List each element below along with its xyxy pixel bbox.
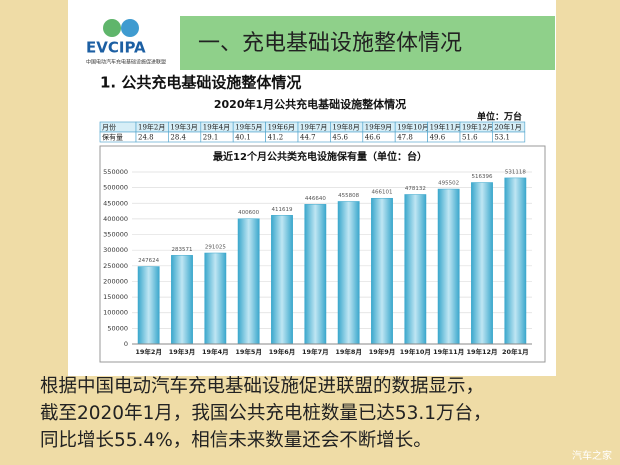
- watermark: 汽车之家: [572, 449, 612, 462]
- data-label: 411619: [272, 207, 293, 213]
- data-label: 466101: [372, 190, 393, 196]
- chart-title: 最近12个月公共类充电设施保有量（单位：台）: [213, 150, 427, 163]
- bar: [204, 252, 227, 345]
- logo-subtitle: 中国电动汽车充电基础设施促进联盟: [86, 59, 166, 66]
- data-label: 516396: [472, 174, 493, 180]
- x-tick-label: 19年2月: [135, 347, 162, 356]
- table-cell-text: 41.2: [268, 134, 284, 142]
- logo-icon: [103, 19, 121, 37]
- table-cell-text: 28.4: [170, 134, 186, 142]
- data-label: 455808: [338, 193, 359, 199]
- table-cell-text: 19年7月: [300, 123, 327, 132]
- bar: [471, 182, 493, 345]
- caption-line: 同比增长55.4%，相信未来数量还会不断增长。: [40, 430, 432, 451]
- caption-line: 根据中国电动汽车充电基础设施促进联盟的数据显示，: [40, 376, 484, 397]
- x-tick-label: 19年3月: [169, 347, 196, 356]
- table-cell-text: 45.6: [332, 134, 348, 142]
- x-tick-label: 19年10月: [400, 347, 431, 356]
- table-cell-text: 49.6: [430, 134, 446, 142]
- table-cell-text: 19年9月: [365, 123, 392, 132]
- data-label: 531118: [505, 169, 526, 175]
- x-tick-label: 19年9月: [369, 347, 396, 356]
- y-tick-label: 50000: [107, 324, 128, 332]
- x-tick-label: 19年12月: [466, 347, 497, 356]
- y-tick-label: 250000: [103, 262, 128, 270]
- y-tick-label: 400000: [103, 215, 128, 223]
- bar: [504, 177, 527, 345]
- title-banner: [180, 16, 555, 70]
- x-tick-label: 20年1月: [502, 347, 529, 356]
- data-label: 247624: [138, 258, 159, 264]
- caption: 根据中国电动汽车充电基础设施促进联盟的数据显示， 截至2020年1月，我国公共充电…: [40, 376, 492, 451]
- y-tick-label: 0: [124, 340, 128, 348]
- y-tick-label: 150000: [103, 293, 128, 301]
- table-cell-text: 19年11月: [430, 123, 462, 132]
- logo-icon: [121, 19, 139, 37]
- table-cell-text: 53.1: [494, 134, 510, 142]
- y-tick-label: 450000: [103, 199, 128, 207]
- y-tick-label: 300000: [103, 246, 128, 254]
- table-cell-text: 19年5月: [235, 123, 262, 132]
- table-cell-text: 19年4月: [203, 123, 230, 132]
- data-label: 283571: [172, 247, 193, 253]
- data-label: 400600: [238, 210, 259, 216]
- bar: [271, 215, 293, 345]
- data-label: 291025: [205, 244, 226, 250]
- data-label: 446640: [305, 196, 326, 202]
- table-cell-text: 19年8月: [332, 123, 359, 132]
- table-cell-text: 19年12月: [462, 123, 494, 132]
- table-cell-text: 19年10月: [397, 123, 429, 132]
- y-tick-label: 200000: [103, 277, 128, 285]
- bar: [137, 266, 160, 345]
- data-label: 478132: [405, 186, 426, 192]
- table-cell-text: 月份: [102, 123, 116, 132]
- table-cell-text: 40.1: [235, 134, 251, 142]
- table-cell-text: 19年3月: [170, 123, 197, 132]
- data-label: 495502: [438, 181, 459, 187]
- table-title: 2020年1月公共充电基础设施整体情况: [214, 97, 406, 111]
- caption-line: 截至2020年1月，我国公共充电桩数量已达53.1万台，: [40, 403, 492, 424]
- table-cell: [492, 131, 526, 143]
- table-cell-text: 46.6: [365, 134, 381, 142]
- table: 月份 19年2月 19年3月 19年4月 19年5月 19年6月 19年7月 19年8月 19年…: [99, 121, 526, 143]
- bar: [304, 204, 327, 345]
- table-cell-text: 29.1: [203, 134, 219, 142]
- x-tick-label: 19年5月: [235, 347, 262, 356]
- x-tick-label: 19年6月: [269, 347, 296, 356]
- logo-text: EVCIPA: [86, 39, 146, 57]
- table-unit: 单位：万台: [477, 111, 522, 123]
- y-tick-label: 350000: [103, 231, 128, 239]
- bar: [371, 197, 393, 345]
- bar: [437, 188, 460, 345]
- table-cell-text: 51.6: [462, 134, 478, 142]
- bar: [337, 201, 360, 345]
- y-tick-label: 550000: [103, 168, 128, 176]
- y-tick-label: 100000: [103, 309, 128, 317]
- section-heading: 1. 公共充电基础设施整体情况: [100, 74, 301, 92]
- bar: [237, 218, 260, 345]
- table-cell-text: 24.8: [138, 134, 154, 142]
- table-cell-text: 19年6月: [268, 123, 295, 132]
- table-cell-text: 保有量: [102, 133, 123, 142]
- plot: 0 50000 100000 150000 200000 250000 300000 3500…: [103, 168, 532, 356]
- bar: [171, 255, 193, 345]
- x-tick-label: 19年11月: [433, 347, 464, 356]
- y-tick-label: 500000: [103, 184, 128, 192]
- table-cell-text: 47.8: [397, 134, 413, 142]
- bar: [404, 194, 427, 345]
- x-tick-label: 19年8月: [335, 347, 362, 356]
- table-cell-text: 44.7: [300, 134, 316, 142]
- x-tick-label: 19年4月: [202, 347, 229, 356]
- banner-title: 一、充电基础设施整体情况: [198, 31, 462, 56]
- table-cell-text: 19年2月: [138, 123, 165, 132]
- table-cell-text: 20年1月: [494, 123, 521, 132]
- x-tick-label: 19年7月: [302, 347, 329, 356]
